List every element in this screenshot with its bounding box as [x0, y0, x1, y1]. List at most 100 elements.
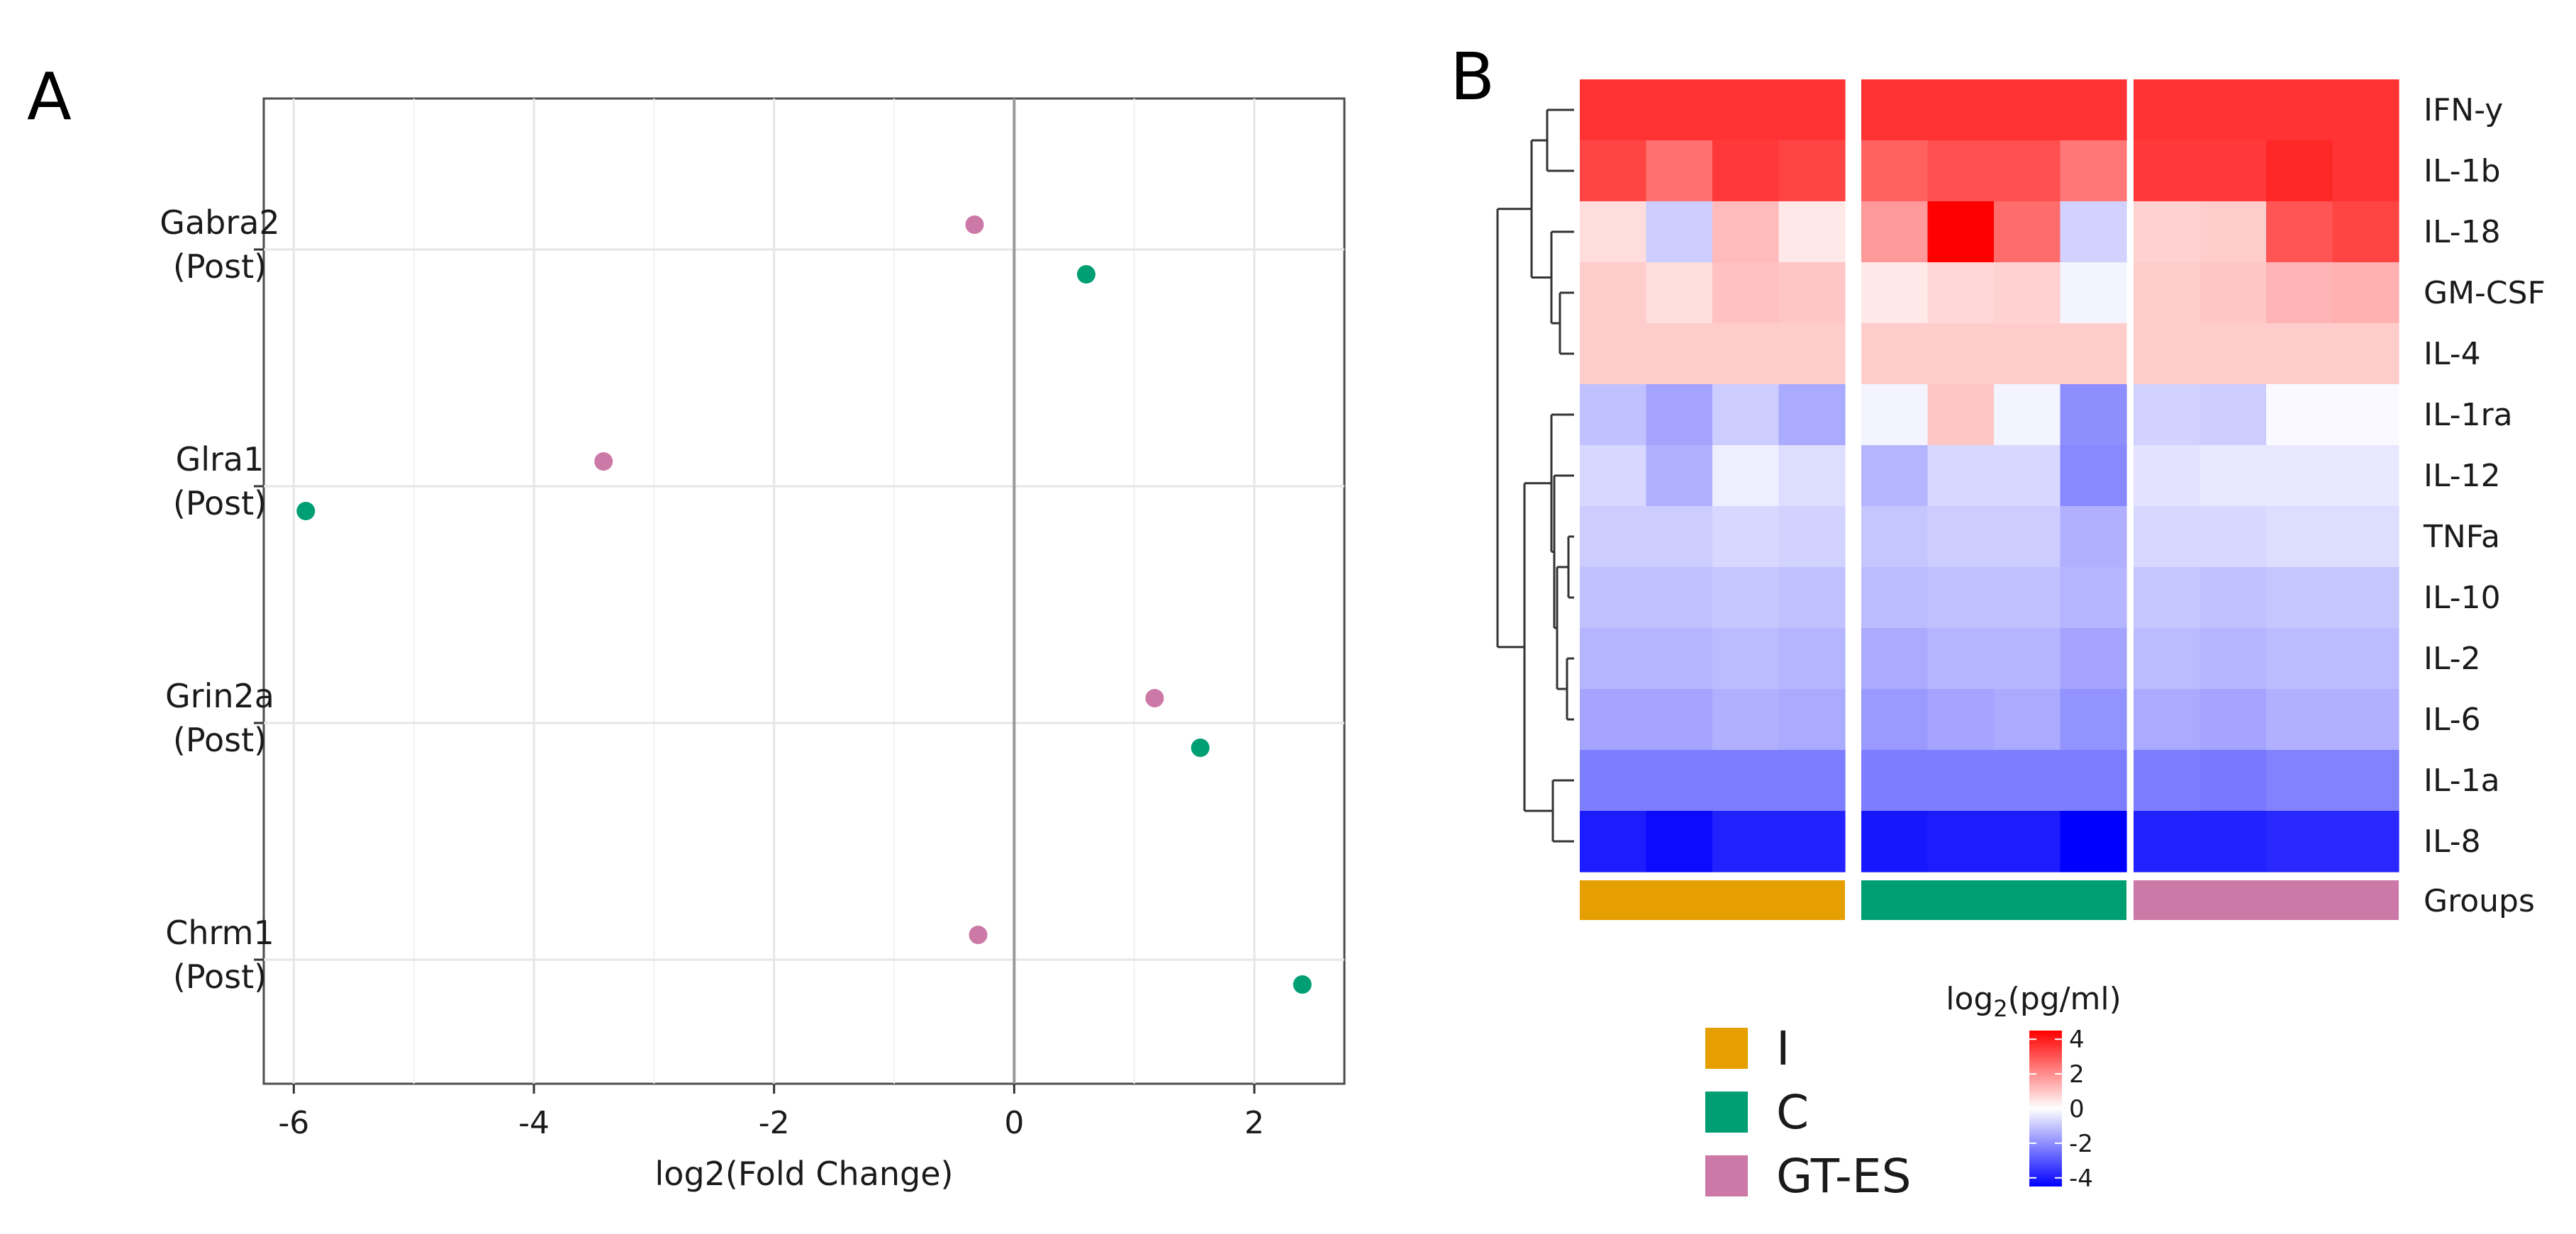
heatmap-cell [2332, 323, 2399, 385]
heatmap-cell [2332, 384, 2399, 446]
row-label: IL-8 [2424, 824, 2481, 860]
heatmap-cell [1778, 323, 1846, 385]
group-legend: IC GT-ES [1705, 1021, 1911, 1204]
heatmap-cell [2134, 384, 2201, 446]
heatmap-cell [1994, 689, 2061, 751]
heatmap-cell [2060, 811, 2127, 873]
heatmap-cell [1994, 79, 2061, 141]
heatmap-cell [1646, 323, 1713, 385]
heatmap-cell [2199, 689, 2267, 751]
heatmap-cell [2266, 201, 2334, 263]
row-label: IL-1a [2424, 763, 2500, 799]
x-tick-label: -4 [518, 1105, 550, 1141]
heatmap-cell [1861, 323, 1929, 385]
heatmap-cell [2332, 750, 2399, 812]
group-annotation-bar: Groups [1580, 880, 2535, 920]
y-category-label: (Post) [173, 484, 267, 522]
heatmap-cell [1646, 140, 1713, 202]
colorbar-title-subscript: 2 [1993, 995, 2007, 1022]
row-dendrogram [1496, 108, 1574, 843]
heatmap-panel: IFN-y IL-1b IL-18 GM-CSF IL-4 IL-1ra IL-12 TNFa… [1496, 79, 2546, 1204]
row-label: IL-18 [2424, 214, 2501, 250]
heatmap-cell [2332, 506, 2399, 568]
heatmap-cell [1646, 628, 1713, 690]
panel-label-a: A [27, 59, 72, 135]
row-label: IL-12 [2424, 458, 2501, 494]
heatmap-cell [1778, 689, 1846, 751]
heatmap-cell [1712, 628, 1780, 690]
heatmap-cell [1927, 79, 1995, 141]
heatmap-cell [1580, 628, 1647, 690]
heatmap-cell [1712, 506, 1780, 568]
heatmap-cell [1646, 262, 1713, 324]
heatmap-cell [1712, 384, 1780, 446]
heatmap-cell [2266, 567, 2334, 629]
colorbar-title-unit: (pg/ml) [2008, 981, 2121, 1017]
legend-swatch-c [1705, 1092, 1748, 1133]
heatmap-cell [1580, 79, 1647, 141]
heatmap-cell [1861, 628, 1929, 690]
heatmap-cell [1646, 689, 1713, 751]
group-bar-c [1861, 880, 2126, 920]
heatmap-cell [2134, 689, 2201, 751]
group-row-label: Groups [2424, 883, 2535, 919]
heatmap-cell [2332, 140, 2399, 202]
heatmap-cell [2060, 445, 2127, 507]
heatmap-cell [1994, 506, 2061, 568]
x-tick-label: -6 [278, 1105, 309, 1141]
row-label: TNFa [2423, 519, 2500, 555]
heatmap-cell [1861, 262, 1929, 324]
heatmap-cell [1927, 262, 1995, 324]
heatmap-cell [1927, 201, 1995, 263]
heatmap-cell [2060, 689, 2127, 751]
heatmap-cell [2199, 140, 2267, 202]
row-label: IL-2 [2424, 641, 2481, 677]
heatmap-cell [2134, 811, 2201, 873]
heatmap-cell [1778, 811, 1846, 873]
data-point [296, 502, 316, 520]
heatmap-cell [2266, 750, 2334, 812]
heatmap-cell [2060, 384, 2127, 446]
colorbar-tick-label: 0 [2069, 1095, 2085, 1123]
heatmap-cell [1861, 79, 1929, 141]
heatmap-cell [1580, 506, 1647, 568]
heatmap-cell [2199, 506, 2267, 568]
heatmap-cell [2060, 628, 2127, 690]
data-point [969, 926, 988, 944]
heatmap-cell [1712, 567, 1780, 629]
heatmap-cell [2266, 79, 2334, 141]
y-category-label: (Post) [173, 958, 267, 996]
heatmap-cell [1646, 506, 1713, 568]
heatmap-cell [1712, 689, 1780, 751]
heatmap-cell [1580, 140, 1647, 202]
gridlines [264, 99, 1344, 1084]
row-label: IL-1b [2424, 153, 2501, 189]
y-category-label: (Post) [173, 721, 267, 759]
data-point [965, 215, 984, 234]
heatmap-cell [2134, 323, 2201, 385]
heatmap-cell [1580, 811, 1647, 873]
heatmap-cell [1861, 506, 1929, 568]
heatmap-cell [1778, 628, 1846, 690]
heatmap-cell [1580, 323, 1647, 385]
heatmap-cell [1778, 79, 1846, 141]
heatmap-cell [2266, 323, 2334, 385]
heatmap-cell [2266, 689, 2334, 751]
heatmap-cell [1646, 811, 1713, 873]
heatmap-cell [1712, 811, 1780, 873]
heatmap-cell [1580, 384, 1647, 446]
heatmap-cell [1994, 201, 2061, 263]
group-bar-gt-es [2134, 880, 2399, 920]
x-tick-label: -2 [759, 1105, 790, 1141]
y-category-label: Chrm1 [165, 914, 274, 952]
heatmap-cell [1861, 445, 1929, 507]
heatmap-cell [1994, 628, 2061, 690]
heatmap-cell [2134, 506, 2201, 568]
colorbar-title-base: log [1946, 981, 1993, 1017]
data-point [1191, 739, 1210, 757]
heatmap-cell [2266, 445, 2334, 507]
heatmap-cell [2199, 567, 2267, 629]
heatmap-cell [2199, 628, 2267, 690]
heatmap-cell [1580, 689, 1647, 751]
heatmap-cell [2332, 201, 2399, 263]
